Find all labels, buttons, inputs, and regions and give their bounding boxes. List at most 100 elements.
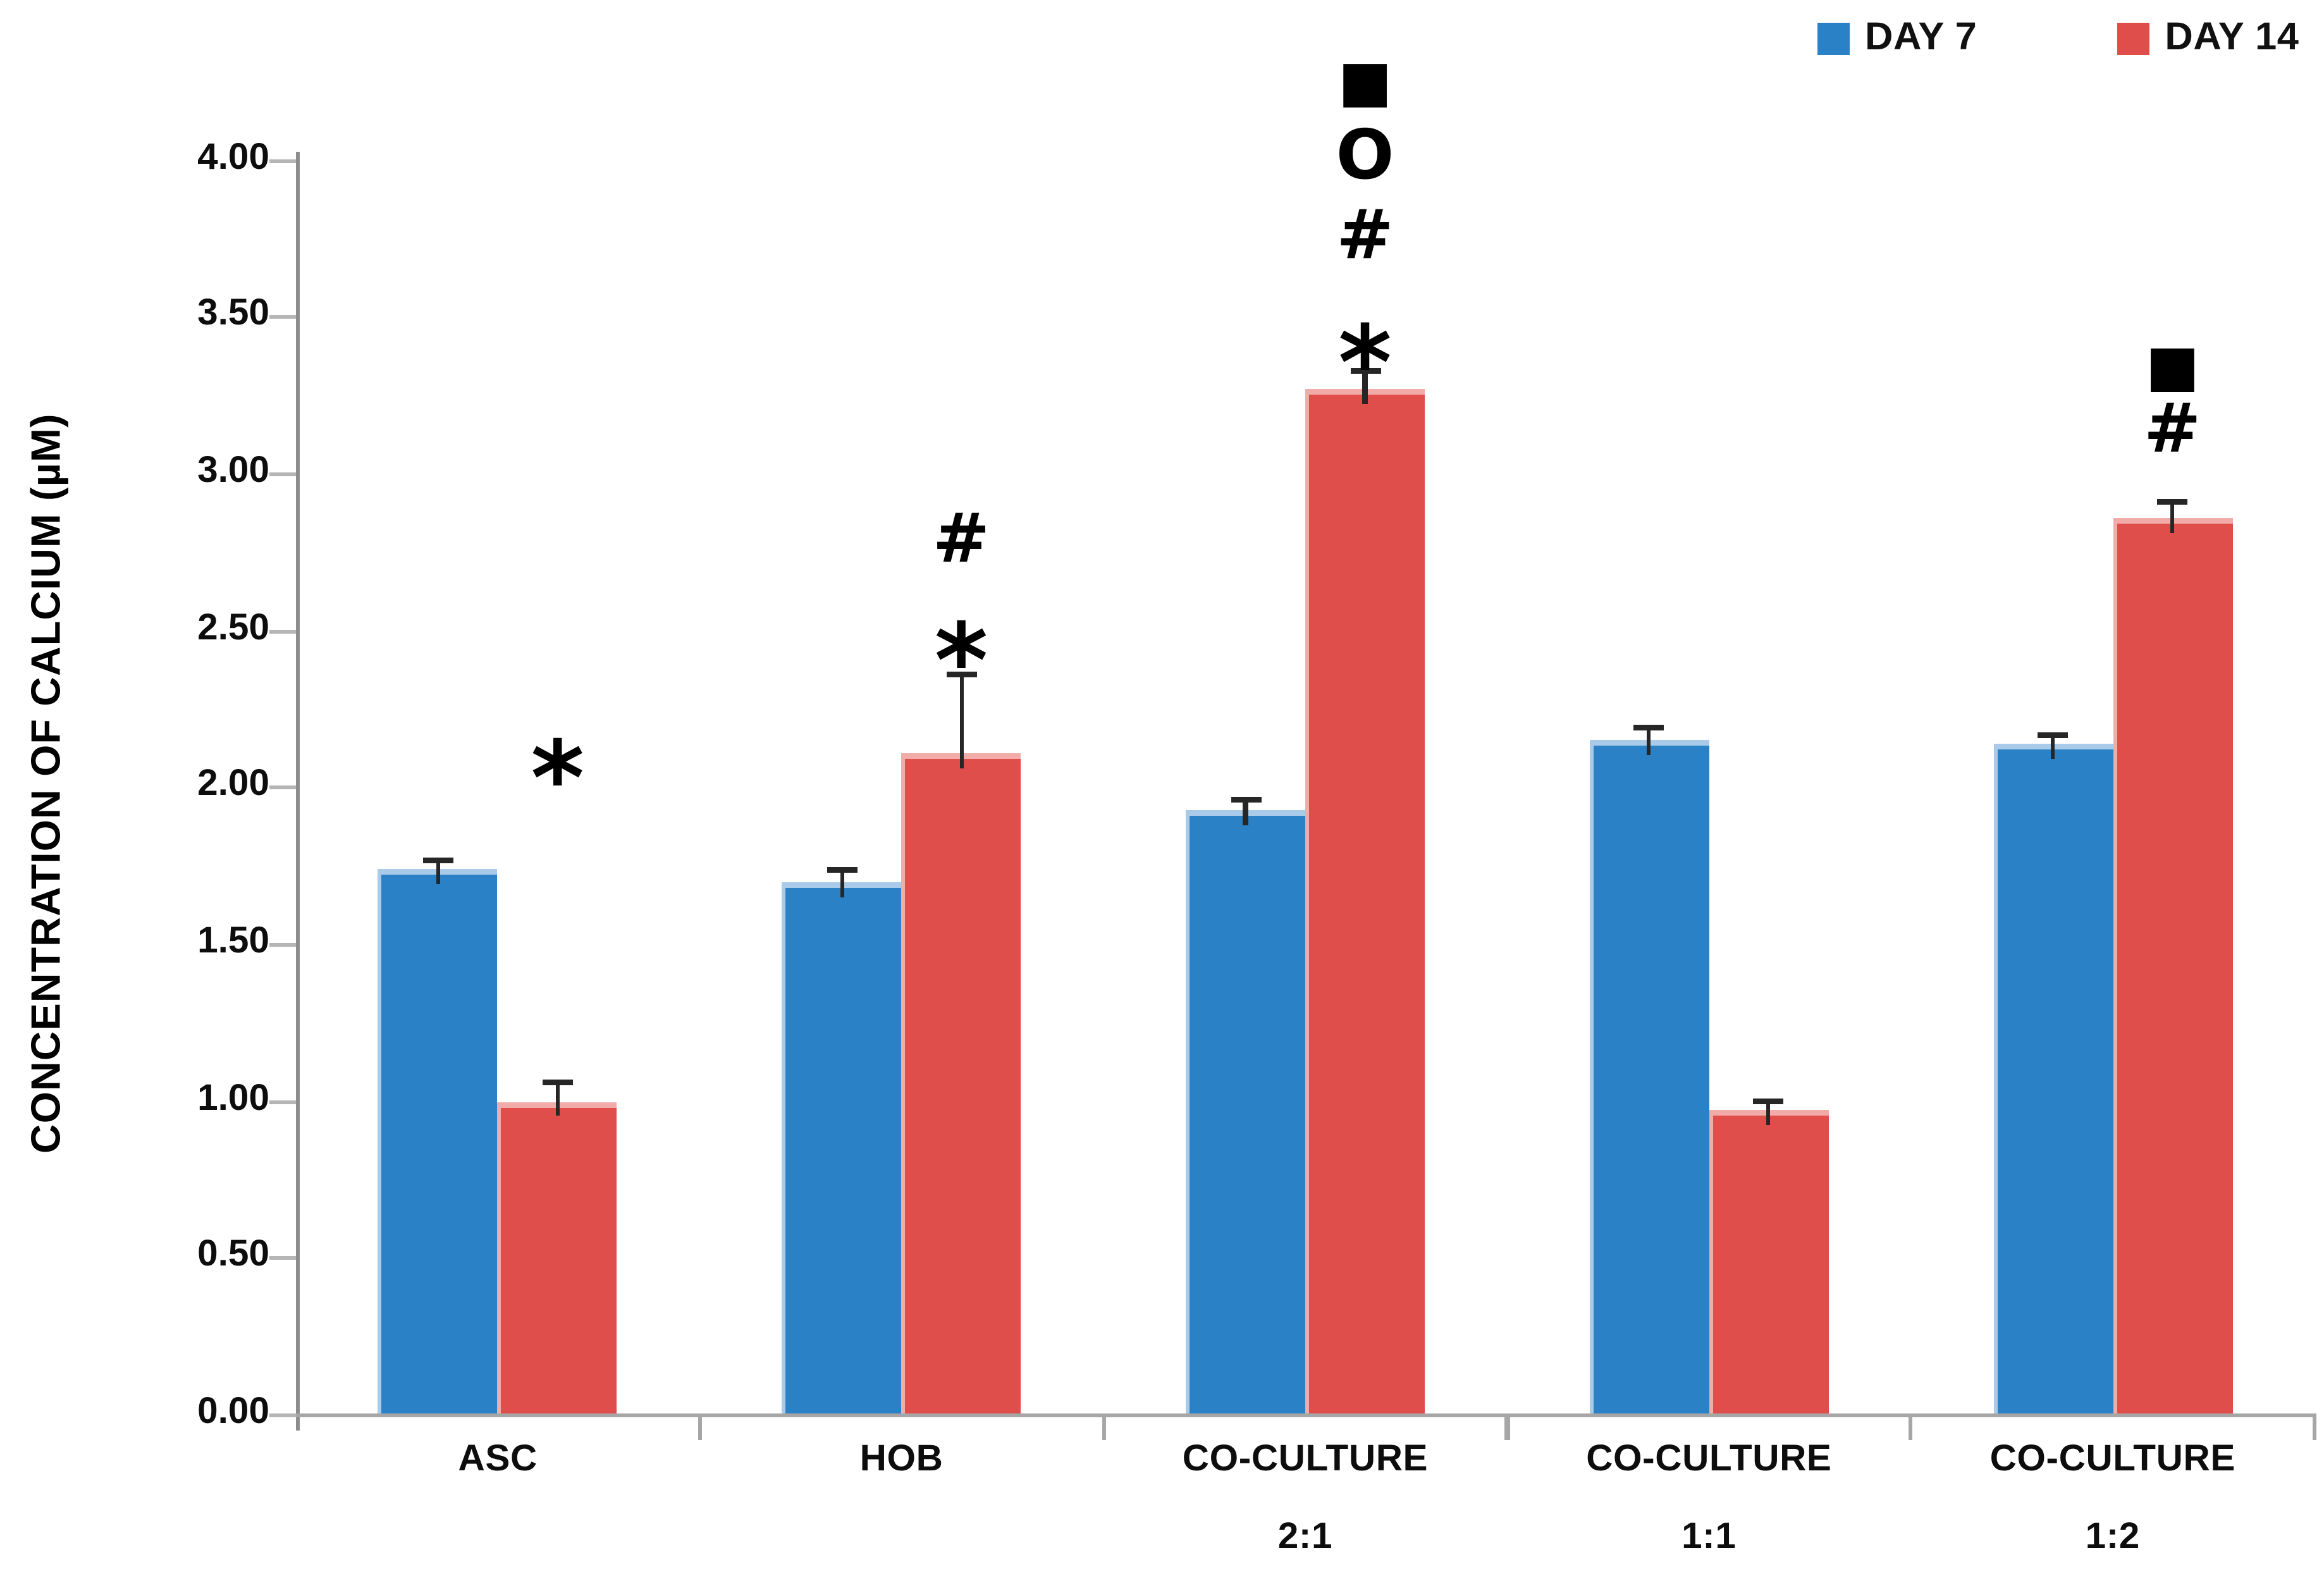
annotation-asterisk: * bbox=[1320, 293, 1411, 424]
x-axis-boundary-tick bbox=[1909, 1415, 1914, 1440]
annotation-asterisk-text: * bbox=[531, 718, 585, 838]
error-bar-stem bbox=[2051, 734, 2055, 760]
x-axis-boundary-tick bbox=[2313, 1415, 2317, 1440]
x-axis-label-text: CO-CULTURE bbox=[1989, 1438, 2235, 1480]
legend-swatch-day14 bbox=[2117, 22, 2150, 54]
annotation-hash: # bbox=[1320, 190, 1411, 281]
y-tick-label: 2.50 bbox=[121, 606, 269, 650]
x-axis-sublabel-text: 1:2 bbox=[2085, 1516, 2140, 1558]
x-axis-sublabel-text: 2:1 bbox=[1277, 1516, 1333, 1558]
annotation-hash-text: # bbox=[932, 501, 990, 579]
y-tick-label-text: 1.50 bbox=[197, 920, 269, 962]
y-tick-label: 4.00 bbox=[121, 136, 269, 180]
y-axis-line bbox=[296, 152, 301, 1431]
y-tick-label: 1.50 bbox=[121, 920, 269, 964]
error-bar-cap bbox=[1230, 797, 1261, 804]
x-axis-label: CO-CULTURE bbox=[1462, 1438, 1955, 1482]
annotation-square-text: ■ bbox=[2145, 334, 2199, 401]
error-bar-stem bbox=[1647, 728, 1652, 756]
legend-swatch-day7 bbox=[1817, 22, 1850, 54]
x-axis-sublabel: 1:2 bbox=[1866, 1516, 2324, 1560]
annotation-asterisk-text: * bbox=[934, 602, 988, 722]
annotation-hash: # bbox=[2127, 385, 2218, 476]
y-tick-label-text: 3.50 bbox=[197, 292, 269, 335]
y-tick-label: 1.00 bbox=[121, 1077, 269, 1121]
error-bar-stem bbox=[2170, 502, 2175, 534]
error-bar-cap bbox=[1753, 1099, 1784, 1105]
error-bar-stem bbox=[839, 869, 844, 897]
y-tick-label: 3.50 bbox=[121, 293, 269, 336]
bar-day14-4 bbox=[2112, 518, 2232, 1415]
error-bar-stem bbox=[1766, 1101, 1771, 1126]
annotation-square: ■ bbox=[2127, 322, 2218, 413]
x-axis-label-text: HOB bbox=[859, 1438, 944, 1480]
y-tick-label-text: 2.50 bbox=[197, 606, 269, 648]
x-axis-label-text: ASC bbox=[458, 1438, 538, 1480]
y-tick-mark bbox=[269, 785, 296, 791]
y-tick-label-text: 1.00 bbox=[197, 1076, 269, 1119]
error-bar-cap bbox=[827, 866, 858, 873]
y-tick-label-text: 2.00 bbox=[197, 763, 269, 805]
y-tick-label-text: 4.00 bbox=[197, 135, 269, 178]
x-axis-boundary-tick bbox=[1505, 1415, 1509, 1440]
x-axis-label-text: CO-CULTURE bbox=[1586, 1438, 1832, 1480]
x-axis-boundary-tick bbox=[698, 1415, 702, 1440]
y-tick-mark bbox=[269, 472, 296, 477]
bar-day7-4 bbox=[1993, 744, 2113, 1415]
annotation-asterisk: * bbox=[916, 592, 1007, 722]
bar-day14-1 bbox=[901, 753, 1021, 1415]
y-tick-mark bbox=[269, 315, 296, 320]
error-bar-cap bbox=[1633, 725, 1664, 732]
error-bar-stem bbox=[959, 675, 964, 768]
y-tick-mark bbox=[269, 942, 296, 947]
annotation-hash-text: # bbox=[2144, 391, 2201, 469]
error-bar-stem bbox=[1243, 800, 1248, 825]
error-bar-stem bbox=[555, 1082, 560, 1117]
annotation-hash-text: # bbox=[1336, 197, 1394, 275]
y-tick-mark bbox=[269, 158, 296, 163]
y-tick-mark bbox=[269, 629, 296, 634]
bar-day7-1 bbox=[782, 882, 902, 1415]
x-axis-boundary-tick bbox=[1101, 1415, 1106, 1440]
legend-item-day7: DAY 7 bbox=[1817, 15, 1977, 61]
annotation-square: ■ bbox=[1320, 37, 1411, 128]
error-bar-cap bbox=[946, 672, 977, 679]
error-bar-stem bbox=[436, 859, 440, 885]
annotation-asterisk-text: * bbox=[1338, 304, 1392, 424]
annotation-asterisk: * bbox=[512, 708, 603, 838]
error-bar-cap bbox=[1350, 367, 1380, 374]
annotation-square-text: ■ bbox=[1337, 49, 1393, 116]
y-tick-label-text: 0.00 bbox=[197, 1390, 269, 1432]
bar-day14-3 bbox=[1709, 1111, 1829, 1415]
legend-item-day14: DAY 14 bbox=[2117, 15, 2299, 61]
bar-day14-0 bbox=[498, 1101, 618, 1415]
bar-day7-3 bbox=[1589, 741, 1709, 1415]
y-tick-mark bbox=[269, 1099, 296, 1104]
y-tick-mark bbox=[269, 1256, 296, 1260]
annotation-hash: # bbox=[916, 495, 1007, 586]
y-tick-label: 0.50 bbox=[121, 1233, 269, 1277]
error-bar-cap bbox=[2157, 499, 2188, 506]
legend-label-day14: DAY 14 bbox=[2165, 15, 2299, 59]
y-tick-label: 3.00 bbox=[121, 450, 269, 493]
x-axis-label-text: CO-CULTURE bbox=[1182, 1438, 1429, 1480]
chart-legend: DAY 7 DAY 14 bbox=[1817, 15, 2299, 61]
error-bar-stem bbox=[1363, 371, 1367, 405]
x-axis-sublabel: 1:1 bbox=[1462, 1516, 1955, 1560]
y-tick-label-text: 0.50 bbox=[197, 1233, 269, 1276]
x-axis-line bbox=[296, 1413, 2316, 1418]
bar-day7-0 bbox=[378, 869, 498, 1415]
y-tick-mark bbox=[269, 1413, 296, 1417]
x-axis-label: CO-CULTURE bbox=[1059, 1438, 1552, 1482]
annotation-circle-text: O bbox=[1336, 118, 1394, 197]
bar-day7-2 bbox=[1186, 810, 1305, 1415]
bar-day14-2 bbox=[1305, 389, 1425, 1415]
x-axis-sublabel-text: 1:1 bbox=[1682, 1516, 1737, 1558]
error-bar-cap bbox=[422, 857, 453, 863]
annotation-circle: O bbox=[1320, 112, 1411, 203]
x-axis-label: ASC bbox=[251, 1438, 744, 1482]
y-tick-label: 0.00 bbox=[121, 1390, 269, 1434]
x-axis-sublabel: 2:1 bbox=[1059, 1516, 1552, 1560]
